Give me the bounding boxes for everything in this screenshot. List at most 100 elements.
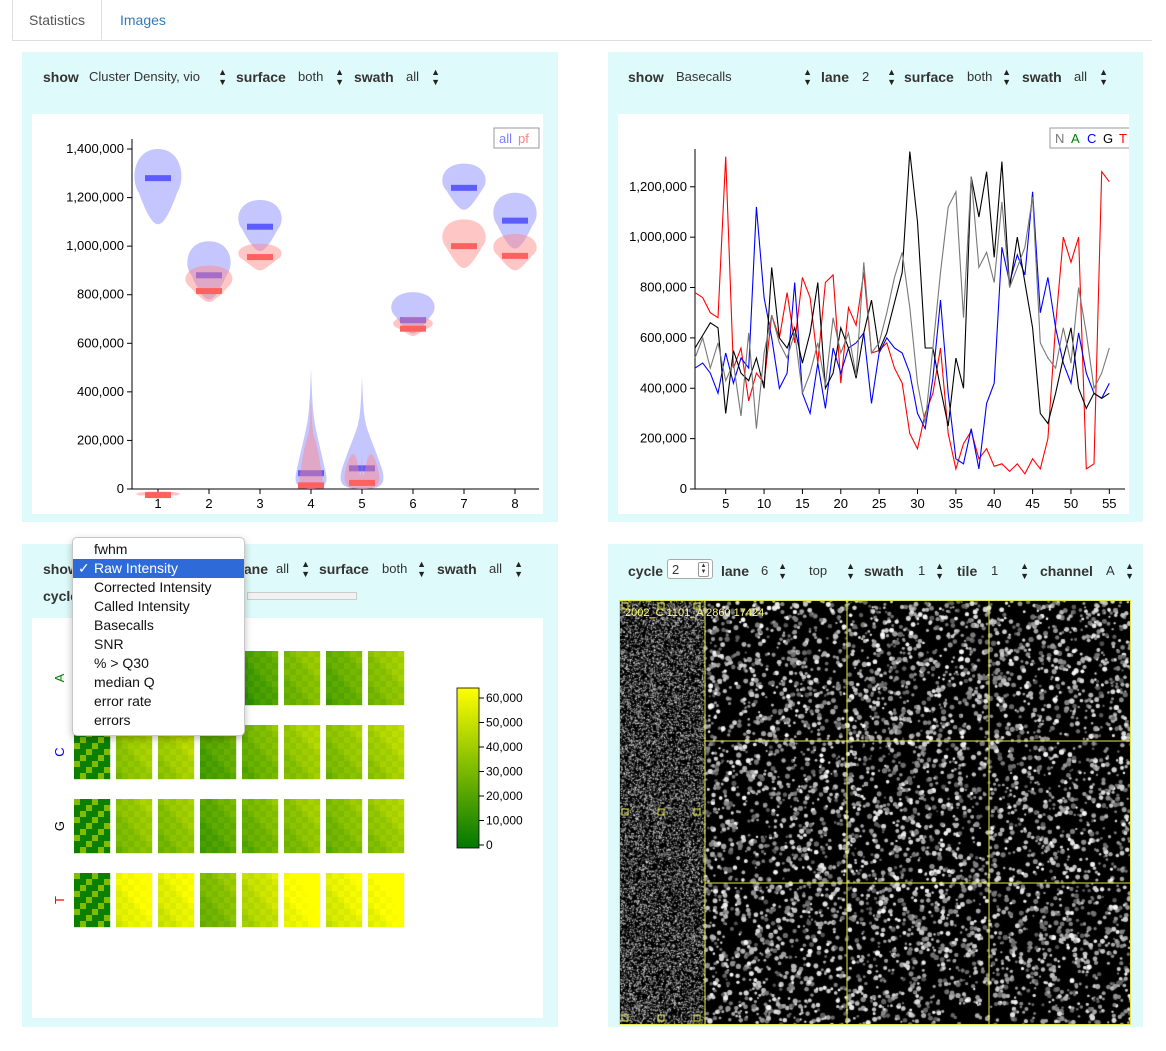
dropdown-option[interactable]: Basecalls xyxy=(73,616,244,635)
heatmap-tile[interactable] xyxy=(242,725,279,780)
lane-label: lane xyxy=(244,561,268,577)
violin-shape xyxy=(187,241,231,300)
x-tick-label: 6 xyxy=(409,496,416,511)
cycle-label: cycle xyxy=(628,563,664,579)
show-select[interactable]: Cluster Density, vio ▲ ▼ xyxy=(89,67,229,87)
surface-select[interactable]: both ▲ ▼ xyxy=(298,67,346,87)
channel-select[interactable]: A ▲ ▼ xyxy=(1106,561,1136,581)
cycle-slider[interactable] xyxy=(247,592,357,600)
fiducial-marker xyxy=(621,602,629,610)
dropdown-option-label: fwhm xyxy=(94,541,128,557)
heatmap-tile[interactable] xyxy=(368,725,405,780)
heatmap-tile[interactable] xyxy=(74,873,111,928)
heatmap-tile[interactable] xyxy=(368,651,405,706)
dropdown-option[interactable]: ✓ Raw Intensity xyxy=(73,559,244,578)
x-tick-label: 55 xyxy=(1102,496,1116,511)
spinner-icon[interactable]: ▲ ▼ xyxy=(698,562,709,577)
heatmap-tile[interactable] xyxy=(74,799,111,854)
show-dropdown-menu[interactable]: fwhm ✓ Raw Intensity Corrected Intensity Cal… xyxy=(72,537,245,736)
colorbar-tick-label: 30,000 xyxy=(486,765,523,779)
heatmap-tile[interactable] xyxy=(326,651,363,706)
x-tick-label: 3 xyxy=(256,496,263,511)
dropdown-option[interactable]: Corrected Intensity xyxy=(73,578,244,597)
tile-image[interactable] xyxy=(619,600,1131,1025)
tile-select[interactable]: 1 ▲ ▼ xyxy=(991,561,1031,581)
y-tick-label: 1,200,000 xyxy=(66,190,124,205)
y-tick-label: 1,000,000 xyxy=(629,229,687,244)
x-tick-label: 5 xyxy=(722,496,729,511)
violin-plot-area: 0 200,000 400,000 600,000 800,000 1,000,000 1,… xyxy=(32,114,543,514)
violin-shape xyxy=(493,234,537,271)
dropdown-option-label: SNR xyxy=(94,636,124,652)
heatmap-tile[interactable] xyxy=(158,799,195,854)
violin-shape xyxy=(134,149,182,225)
heatmap-tile[interactable] xyxy=(284,651,321,706)
fiducial-marker xyxy=(621,1014,629,1022)
dropdown-option-label: Corrected Intensity xyxy=(94,579,212,595)
dropdown-option[interactable]: fwhm xyxy=(73,540,244,559)
heatmap-tile[interactable] xyxy=(158,873,195,928)
heatmap-tile[interactable] xyxy=(284,799,321,854)
lane-select[interactable]: 6 ▲ ▼ xyxy=(761,561,789,581)
dropdown-option-label: error rate xyxy=(94,693,152,709)
dropdown-option[interactable]: error rate xyxy=(73,692,244,711)
tab-statistics[interactable]: Statistics xyxy=(12,0,103,40)
checkmark-icon: ✓ xyxy=(78,560,90,576)
colorbar-tick-label: 40,000 xyxy=(486,740,523,754)
x-tick-label: 35 xyxy=(949,496,963,511)
dropdown-option-label: median Q xyxy=(94,674,155,690)
select-arrows-icon: ▲ ▼ xyxy=(778,561,787,581)
heatmap-tile[interactable] xyxy=(326,799,363,854)
heatmap-tile[interactable] xyxy=(242,873,279,928)
colorbar-tick-label: 10,000 xyxy=(486,814,523,828)
tab-images[interactable]: Images xyxy=(120,12,166,28)
row-label-A: A xyxy=(52,673,67,682)
median-bar xyxy=(349,465,375,472)
lane-label: lane xyxy=(821,69,850,85)
heatmap-tile[interactable] xyxy=(326,873,363,928)
heatmap-tile[interactable] xyxy=(326,725,363,780)
swath-select[interactable]: all ▲ ▼ xyxy=(1074,67,1110,87)
tile-grid-overlay: 2002_C 1101_A 2860 17424 xyxy=(619,600,1131,1025)
heatmap-tile[interactable] xyxy=(200,873,237,928)
heatmap-tile[interactable] xyxy=(284,725,321,780)
select-arrows-icon: ▲ ▼ xyxy=(514,559,523,579)
series-line xyxy=(694,151,1110,427)
median-bar xyxy=(502,252,528,259)
dropdown-option[interactable]: median Q xyxy=(73,673,244,692)
heatmap-tile[interactable] xyxy=(368,799,405,854)
swath-select[interactable]: all ▲ ▼ xyxy=(489,559,525,579)
heatmap-tile[interactable] xyxy=(242,799,279,854)
cycle-input[interactable]: 2 ▲ ▼ xyxy=(667,559,713,579)
dropdown-option-label: Raw Intensity xyxy=(94,560,179,576)
swath-select[interactable]: all ▲ ▼ xyxy=(406,67,442,87)
violin-chart: 0 200,000 400,000 600,000 800,000 1,000,000 1,… xyxy=(66,127,540,511)
lane-label: lane xyxy=(721,563,750,579)
surface-select[interactable]: both ▲ ▼ xyxy=(382,559,428,579)
select-arrows-icon: ▲ ▼ xyxy=(301,559,310,579)
cycle-label: cycle xyxy=(43,588,79,604)
dropdown-option[interactable]: Called Intensity xyxy=(73,597,244,616)
heatmap-tile[interactable] xyxy=(116,873,153,928)
heatmap-tile[interactable] xyxy=(116,799,153,854)
row-label-T: T xyxy=(52,896,67,904)
heatmap-tile[interactable] xyxy=(242,651,279,706)
surface-select[interactable]: both ▲ ▼ xyxy=(967,67,1013,87)
tab-bar: Statistics Images xyxy=(12,0,1152,41)
dropdown-option[interactable]: errors xyxy=(73,711,244,730)
fiducial-marker xyxy=(621,808,629,816)
swath-select[interactable]: 1 ▲ ▼ xyxy=(918,561,946,581)
surface-select[interactable]: top ▲ ▼ xyxy=(809,561,857,581)
select-arrows-icon: ▲ ▼ xyxy=(1125,561,1134,581)
heatmap-tile[interactable] xyxy=(368,873,405,928)
show-select[interactable]: Basecalls ▲ ▼ xyxy=(676,67,814,87)
lane-select[interactable]: 2 ▲ ▼ xyxy=(862,67,898,87)
x-tick-label: 40 xyxy=(987,496,1001,511)
dropdown-option[interactable]: SNR xyxy=(73,635,244,654)
select-arrows-icon: ▲ ▼ xyxy=(335,67,344,87)
lane-select[interactable]: all ▲ ▼ xyxy=(276,559,312,579)
heatmap-tile[interactable] xyxy=(284,873,321,928)
heatmap-tile[interactable] xyxy=(200,799,237,854)
median-bar xyxy=(451,184,477,191)
dropdown-option[interactable]: % > Q30 xyxy=(73,654,244,673)
